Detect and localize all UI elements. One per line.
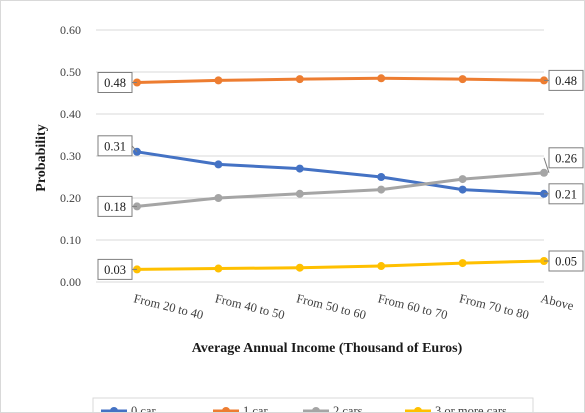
callout-box	[548, 183, 584, 205]
x-axis-ticks: From 20 to 40 From 40 to 50 From 50 to 60 F…	[132, 291, 575, 322]
x-tick-label: From 70 to 80	[458, 291, 530, 322]
data-point	[295, 164, 304, 173]
legend-marker	[222, 407, 230, 412]
data-point	[214, 160, 223, 169]
callout-box	[548, 69, 584, 91]
x-tick-label: From 40 to 50	[214, 291, 286, 322]
series-line	[135, 150, 546, 196]
data-point	[214, 76, 223, 85]
data-label: 0.05	[555, 255, 577, 269]
x-tick-label: From 50 to 60	[295, 291, 367, 322]
data-point	[377, 173, 386, 181]
data-point	[458, 75, 467, 84]
callout-box	[97, 135, 133, 157]
data-callouts: 0.31 0.21 0.48 0.48 0.18 0.26 0.03 0.05	[97, 69, 584, 280]
x-tick-label: Above	[539, 291, 575, 313]
series-line	[135, 76, 546, 84]
x-tick-label: From 20 to 40	[132, 291, 204, 322]
data-point	[295, 263, 304, 272]
data-point	[458, 185, 467, 194]
data-point	[214, 194, 223, 202]
legend-label: 1 car	[243, 404, 268, 412]
callout-box	[97, 258, 133, 280]
legend-label: 2 cars	[333, 404, 363, 412]
data-point	[295, 189, 304, 198]
legend-label: 3 or more cars	[435, 404, 507, 412]
data-point	[458, 259, 467, 268]
series-line	[135, 171, 546, 208]
callout-box	[97, 72, 133, 93]
legend: 0 car 1 car 2 cars 3 or more cars	[101, 404, 507, 412]
y-axis-ticks: 0.00 0.10 0.20 0.30 0.40 0.50 0.60	[60, 23, 81, 289]
legend-marker	[414, 407, 422, 412]
data-point	[458, 175, 467, 184]
callout-leader	[131, 145, 138, 153]
y-tick-label: 0.10	[60, 233, 81, 247]
data-label: 0.03	[104, 263, 126, 277]
legend-marker	[312, 407, 320, 412]
legend-box	[92, 397, 534, 412]
legend-marker	[110, 407, 118, 412]
data-label: 0.48	[555, 74, 577, 88]
callout-leader	[543, 157, 550, 173]
data-label: 0.48	[104, 76, 126, 90]
data-point	[377, 185, 386, 194]
data-label: 0.18	[104, 200, 126, 214]
data-label: 0.31	[104, 139, 126, 153]
x-tick-label: From 60 to 70	[376, 291, 448, 322]
series-line	[135, 259, 546, 271]
callout-box	[548, 147, 584, 169]
data-point	[214, 264, 223, 273]
data-point	[377, 262, 386, 271]
y-tick-label: 0.50	[60, 65, 81, 79]
callout-box	[548, 250, 584, 272]
data-label: 0.21	[555, 187, 577, 201]
legend-label: 0 car	[131, 404, 156, 412]
data-point	[295, 75, 304, 84]
data-point	[377, 74, 386, 83]
y-axis-title: Probability	[34, 124, 49, 191]
y-tick-label: 0.60	[60, 23, 81, 37]
y-tick-label: 0.40	[60, 107, 81, 121]
data-label: 0.26	[555, 151, 577, 165]
series-lines	[133, 74, 548, 274]
y-tick-label: 0.20	[60, 191, 81, 205]
x-axis-title: Average Annual Income (Thousand of Euros…	[192, 341, 463, 356]
y-tick-label: 0.00	[60, 275, 81, 289]
callout-box	[97, 195, 133, 217]
data-point	[540, 168, 548, 177]
y-tick-label: 0.30	[60, 149, 81, 163]
